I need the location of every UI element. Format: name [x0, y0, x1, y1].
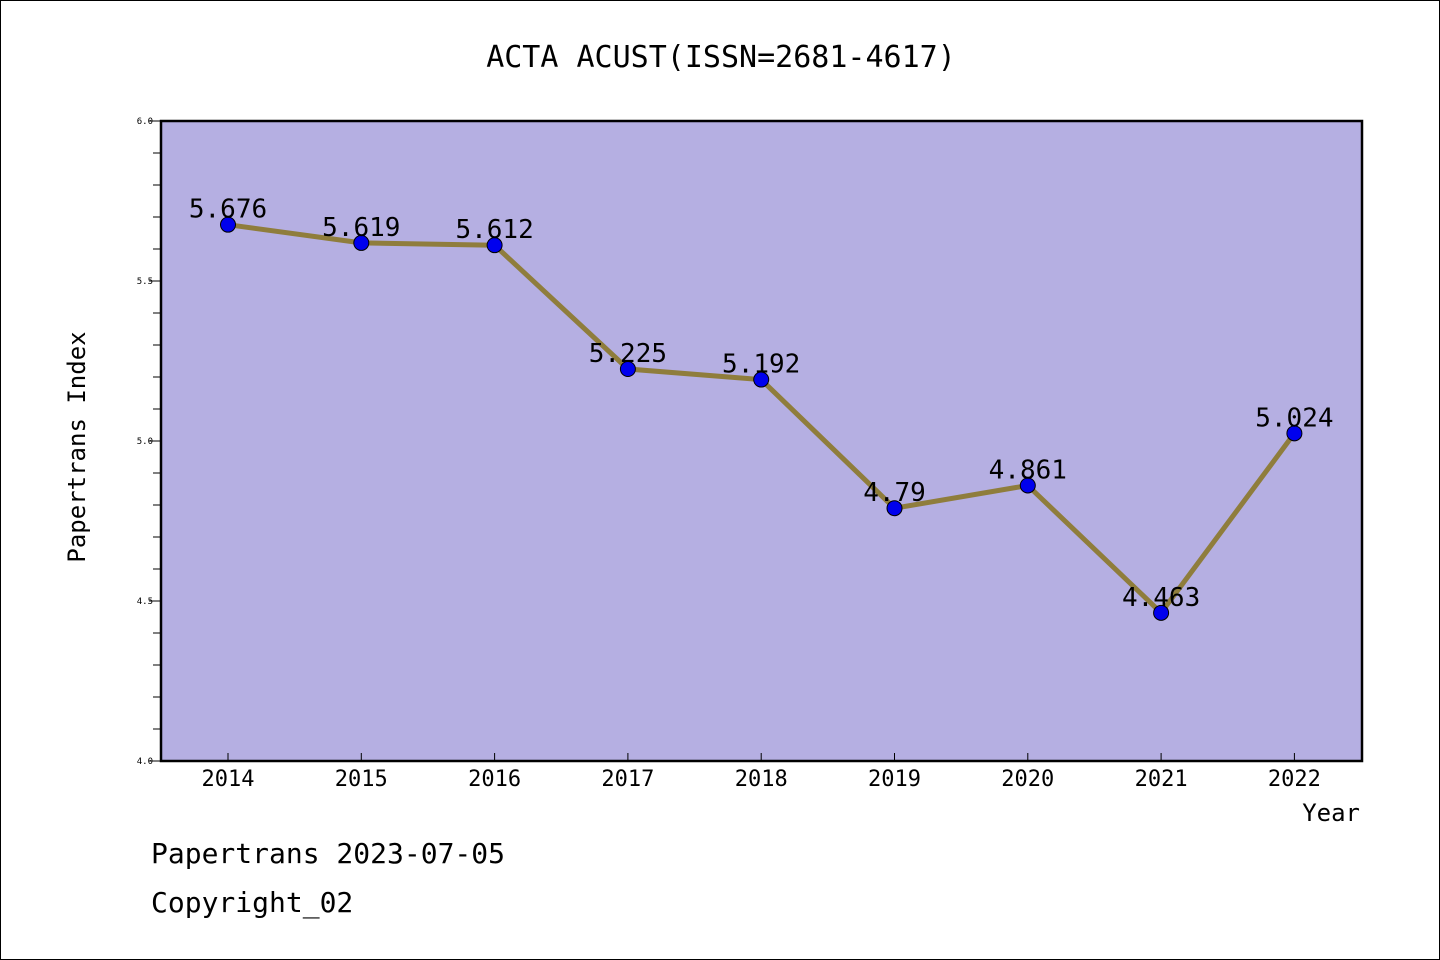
data-label: 5.024 [1255, 403, 1333, 433]
data-label: 5.192 [722, 350, 800, 380]
data-label: 4.861 [989, 455, 1067, 485]
data-point [1019, 477, 1036, 494]
data-point [220, 216, 236, 233]
data-point [619, 361, 636, 377]
x-tick-label: 2021 [1135, 767, 1188, 792]
x-tick-label: 2014 [202, 767, 255, 792]
y-tick-label: 5.0 [137, 437, 153, 447]
data-label: 5.676 [189, 195, 267, 225]
data-label: 4.79 [863, 478, 926, 508]
data-point [1153, 604, 1170, 621]
data-label: 5.619 [322, 213, 400, 243]
y-tick-label: 5.5 [137, 277, 153, 287]
data-point [753, 371, 770, 388]
y-tick-label: 6.0 [137, 117, 153, 127]
data-label: 5.225 [589, 339, 667, 369]
x-tick-label: 2020 [1001, 767, 1054, 792]
footer-date-stamp: Papertrans 2023-07-05 [151, 837, 506, 870]
y-tick-label: 4.5 [137, 597, 153, 607]
x-tick-label: 2019 [868, 767, 921, 792]
data-labels-group: 5.676 5.619 5.612 5.225 5.192 4.79 4.861 4.463 5… [189, 195, 1334, 613]
data-label: 5.612 [455, 215, 533, 245]
x-tick-label: 2015 [335, 767, 388, 792]
x-tick-label: 2016 [468, 767, 521, 792]
data-point [353, 234, 370, 251]
x-tick-label: 2017 [601, 767, 654, 792]
y-axis-ticks: 4.0 4.5 5.0 5.5 6.0 [137, 117, 161, 767]
data-label: 4.463 [1122, 583, 1200, 613]
data-point [1286, 425, 1303, 442]
data-point [486, 237, 503, 254]
y-axis-label: Papertrans Index [63, 331, 91, 562]
chart-title: ACTA ACUST(ISSN=2681-4617) [486, 40, 956, 75]
x-tick-label: 2018 [735, 767, 788, 792]
y-tick-label: 4.0 [137, 757, 153, 767]
plot-area [159, 119, 1364, 763]
x-axis-label: Year [1302, 799, 1360, 827]
x-axis-ticks: 2014 2015 2016 2017 2018 2019 2020 2021 2022 [202, 753, 1321, 792]
series-points-group [220, 216, 1303, 621]
data-point [886, 500, 903, 517]
x-tick-label: 2022 [1268, 767, 1321, 792]
footer-copyright: Copyright_02 [151, 886, 354, 919]
